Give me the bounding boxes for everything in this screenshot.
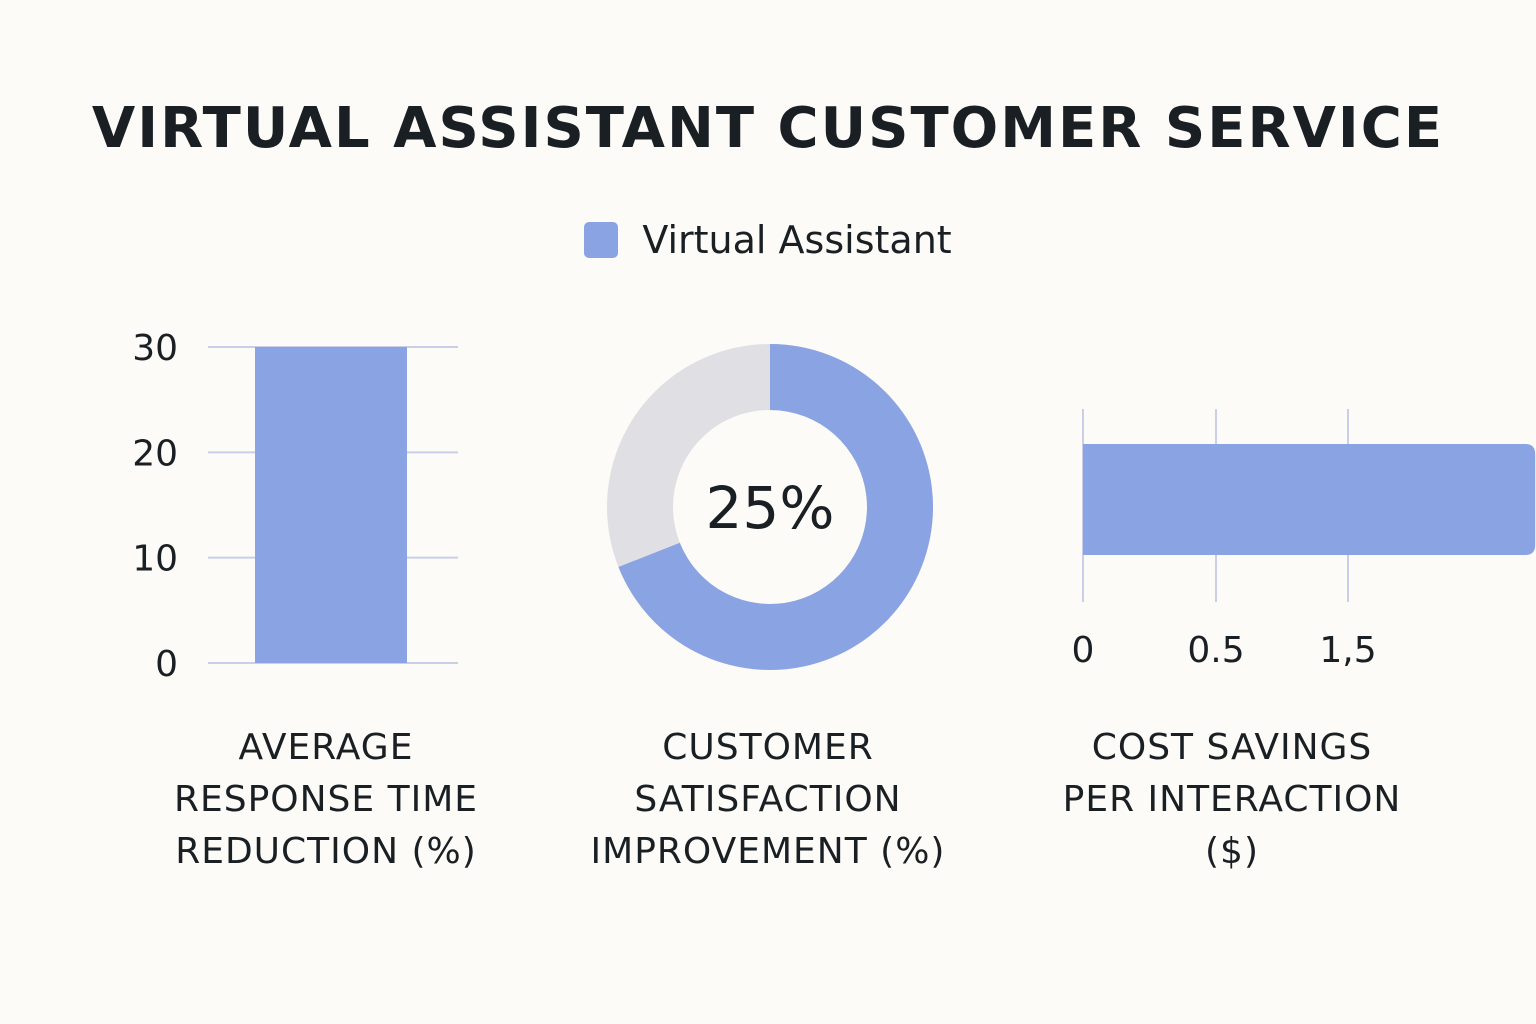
hbar-chart-caption: COST SAVINGS PER INTERACTION ($) bbox=[1022, 722, 1442, 878]
caption-line: AVERAGE bbox=[238, 727, 414, 768]
caption-line: PER INTERACTION bbox=[1062, 779, 1402, 820]
caption-line: RESPONSE TIME bbox=[173, 779, 479, 820]
legend-swatch bbox=[584, 222, 619, 258]
y-tick-label: 30 bbox=[132, 328, 178, 369]
caption-line: REDUCTION (%) bbox=[175, 831, 477, 872]
x-tick-label: 0 bbox=[1072, 630, 1095, 671]
legend-label: Virtual Assistant bbox=[642, 218, 952, 262]
x-tick-label: 1,5 bbox=[1319, 630, 1376, 671]
donut-slice bbox=[618, 344, 933, 670]
chart-title: VIRTUAL ASSISTANT CUSTOMER SERVICE bbox=[91, 96, 1445, 161]
donut-center-label: 25% bbox=[706, 474, 835, 542]
caption-line: COST SAVINGS bbox=[1091, 727, 1373, 768]
donut-chart-caption: CUSTOMER SATISFACTION IMPROVEMENT (%) bbox=[558, 722, 978, 878]
caption-line: CUSTOMER bbox=[662, 727, 874, 768]
caption-line: SATISFACTION bbox=[634, 779, 902, 820]
caption-line: IMPROVEMENT (%) bbox=[590, 831, 946, 872]
bar bbox=[255, 347, 407, 663]
y-tick-label: 0 bbox=[155, 644, 178, 685]
y-tick-label: 20 bbox=[132, 433, 178, 474]
bar bbox=[1083, 444, 1536, 555]
bar-chart-caption: AVERAGE RESPONSE TIME REDUCTION (%) bbox=[116, 722, 536, 878]
y-tick-label: 10 bbox=[132, 539, 178, 580]
x-tick-label: 0.5 bbox=[1187, 630, 1244, 671]
legend: Virtual Assistant bbox=[0, 218, 1536, 262]
caption-line: ($) bbox=[1205, 831, 1259, 872]
